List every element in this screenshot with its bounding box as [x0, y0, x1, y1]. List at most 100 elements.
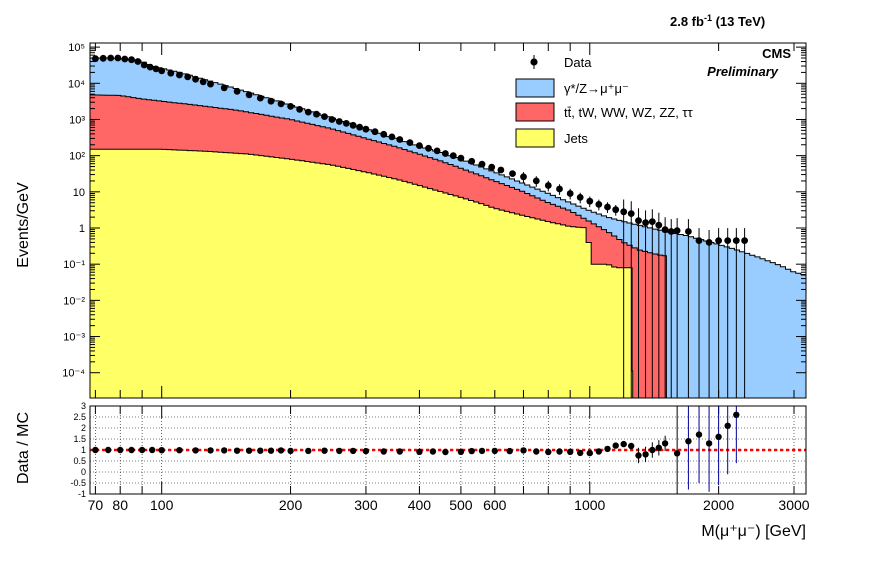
data-point — [114, 54, 122, 62]
data-point — [158, 67, 166, 75]
legend-label: tt̄, tW, WW, WZ, ZZ, ττ — [564, 105, 694, 120]
ratio-point — [158, 447, 165, 454]
ratio-point — [287, 447, 294, 455]
data-point — [497, 166, 505, 174]
x-tick-label: 100 — [150, 497, 174, 513]
ratio-point — [128, 446, 135, 454]
data-point — [199, 78, 207, 86]
cms-label: CMS — [762, 46, 791, 61]
data-point — [342, 120, 350, 127]
x-tick-label: 500 — [449, 497, 473, 513]
data-point — [207, 80, 214, 88]
ratio-y-tick-label: 0 — [81, 467, 86, 477]
y-tick-label: 10³ — [69, 114, 85, 126]
ratio-point — [221, 447, 228, 454]
data-point — [576, 194, 584, 201]
ratio-point — [336, 447, 343, 455]
data-point — [388, 133, 396, 141]
y-tick-label: 10⁻¹ — [63, 259, 85, 271]
data-point — [220, 84, 228, 92]
data-point — [556, 185, 563, 193]
data-point — [146, 63, 154, 71]
data-point — [134, 58, 142, 65]
ratio-point — [628, 442, 635, 450]
data-point — [313, 110, 320, 118]
ratio-point — [724, 422, 731, 429]
data-point — [627, 210, 635, 218]
ratio-point — [277, 447, 285, 454]
ratio-point — [207, 447, 214, 454]
ratio-point — [595, 448, 602, 455]
data-point — [544, 182, 552, 189]
ratio-point — [635, 452, 642, 459]
data-point — [468, 157, 476, 165]
ratio-point — [715, 433, 722, 440]
ratio-point — [506, 447, 513, 455]
legend-label: γ*/Z→μ⁺μ⁻ — [564, 81, 629, 96]
data-point — [176, 71, 183, 79]
data-point — [612, 206, 620, 214]
ratio-point — [457, 448, 465, 455]
ratio-point — [685, 438, 692, 445]
data-point — [604, 203, 611, 211]
y-tick-label: 10⁻⁴ — [62, 368, 85, 380]
ratio-point — [673, 450, 681, 457]
x-tick-label: 600 — [483, 497, 507, 513]
data-point — [724, 237, 732, 245]
data-point — [121, 55, 129, 63]
data-point — [433, 147, 441, 155]
ratio-point — [149, 446, 156, 454]
data-point — [478, 160, 486, 168]
ratio-point — [620, 440, 627, 448]
ratio-point — [586, 449, 593, 457]
ratio-point — [567, 448, 574, 455]
ratio-y-tick-label: 2.5 — [73, 412, 86, 422]
ratio-point — [362, 447, 370, 455]
ratio-point — [192, 447, 199, 454]
data-point — [667, 228, 675, 235]
x-tick-label: 3000 — [778, 497, 809, 513]
data-point — [99, 54, 107, 62]
ratio-point — [705, 440, 713, 447]
data-point — [184, 73, 192, 81]
ratio-point — [321, 447, 328, 454]
data-point — [362, 125, 370, 133]
ratio-point — [545, 448, 552, 456]
data-point — [655, 221, 663, 229]
ratio-point — [520, 447, 527, 454]
ratio-point — [105, 446, 112, 454]
legend-dy-swatch — [515, 78, 555, 98]
data-point — [140, 61, 148, 69]
data-point — [167, 69, 175, 77]
data-point — [128, 56, 135, 64]
ratio-point — [442, 448, 449, 456]
main-y-axis-label: Events/GeV — [15, 182, 32, 268]
ratio-point — [468, 447, 475, 455]
ratio-point — [117, 446, 124, 454]
x-tick-label: 200 — [279, 497, 303, 513]
data-point — [277, 100, 285, 108]
ratio-point — [733, 411, 740, 418]
x-axis-label: M(μ⁺μ⁻) [GeV] — [701, 523, 806, 540]
ratio-point — [661, 440, 669, 447]
data-point — [705, 239, 713, 246]
legend-label: Jets — [564, 131, 588, 146]
x-tick-label: 300 — [354, 497, 378, 513]
data-point — [635, 217, 642, 225]
legend-ttbar-swatch — [515, 102, 555, 122]
ratio-point — [257, 447, 264, 454]
ratio-plot: 70 80 100 200 300 400 500 600 1000 2000 3000 -1-0.5… — [70, 401, 809, 513]
ratio-point — [267, 447, 275, 454]
preliminary-label: Preliminary — [707, 64, 779, 79]
ratio-point — [233, 447, 241, 454]
data-point — [661, 226, 669, 234]
data-point — [685, 228, 692, 235]
ratio-point — [478, 447, 486, 455]
jets-histogram — [89, 148, 634, 399]
data-point — [532, 177, 540, 185]
x-tick-label: 400 — [408, 497, 432, 513]
x-tick-label: 70 — [88, 497, 104, 513]
data-point — [695, 237, 703, 245]
data-point — [648, 218, 656, 226]
